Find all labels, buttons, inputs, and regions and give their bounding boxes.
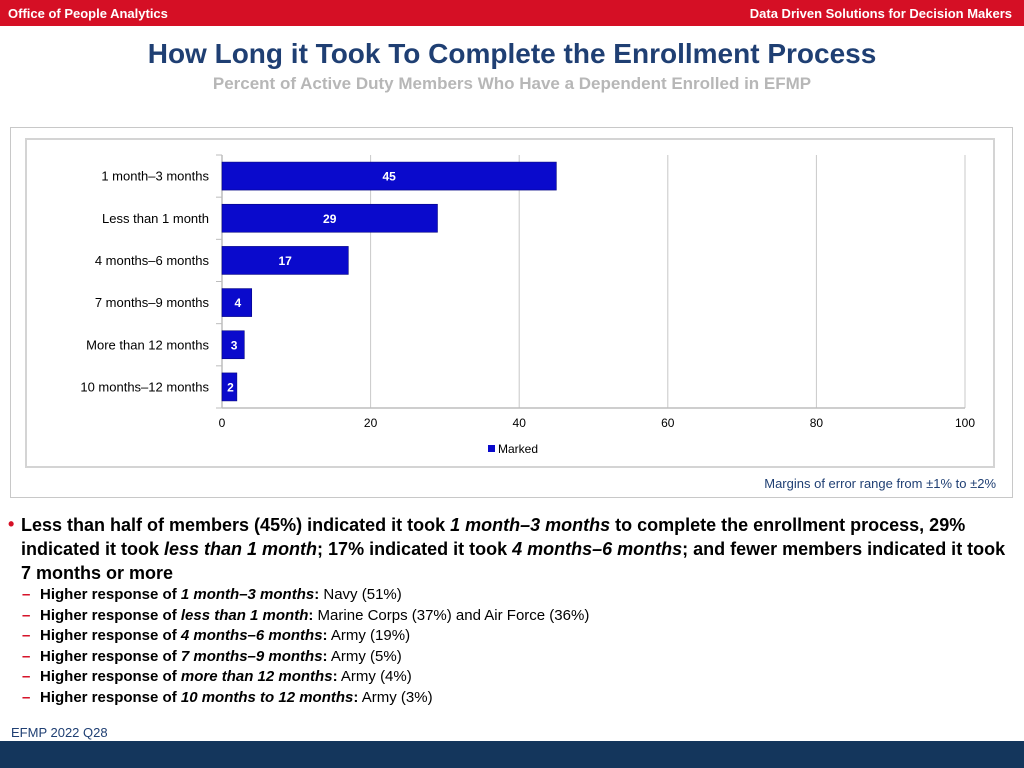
sub-bullet-colon: : <box>314 586 320 603</box>
sub-bullet-item: – Higher response of 1 month–3 months: Na… <box>8 585 1008 606</box>
sub-bullet-dash-icon: – <box>22 627 31 645</box>
sub-bullet-lead: Higher response of <box>40 586 181 603</box>
data-label: 4 <box>235 296 242 310</box>
sub-bullet-detail: Army (4%) <box>337 668 412 686</box>
sub-bullet-category: 7 months–9 months <box>180 647 323 665</box>
category-label: 10 months–12 months <box>80 379 209 394</box>
legend-swatch <box>488 445 495 452</box>
x-tick-label: 0 <box>219 416 226 430</box>
bar-chart: 1 month–3 months 45 Less than 1 month 29 4 m… <box>80 154 975 456</box>
sub-bullet-dash-icon: – <box>22 688 31 706</box>
sub-bullet-lead: Higher response of <box>40 606 181 624</box>
data-label: 45 <box>382 170 396 184</box>
sub-bullet-item: – Higher response of more than 12 months:… <box>8 667 1008 688</box>
sub-bullet-item: – Higher response of 7 months–9 months: A… <box>8 647 1008 668</box>
bar <box>221 161 557 191</box>
x-tick-label: 100 <box>955 416 975 430</box>
sub-bullet-category: less than 1 month <box>180 606 309 624</box>
sub-bullet-dash-icon: – <box>22 606 31 624</box>
chart-subtitle: Percent of Active Duty Members Who Have … <box>212 74 812 93</box>
sub-bullet-detail: Army (3%) <box>358 688 433 706</box>
main-bullet-segment: Less than half of members (45%) indicate… <box>21 515 451 535</box>
main-bullet-segment: ; 17% indicated it took <box>317 539 513 559</box>
sub-bullet-colon: : <box>322 627 328 645</box>
data-label: 17 <box>278 254 292 268</box>
sub-bullet-colon: : <box>308 606 314 624</box>
org-name: Office of People Analytics <box>8 6 168 21</box>
sub-bullet-category: 4 months–6 months <box>180 627 323 645</box>
sub-bullet-detail: Army (5%) <box>327 647 402 665</box>
main-bullet-segment: 4 months–6 months <box>512 539 683 559</box>
bar <box>221 246 349 275</box>
sub-bullet-colon: : <box>353 688 359 706</box>
sub-bullet-lead: Higher response of <box>40 647 181 665</box>
sub-bullet-item: – Higher response of less than 1 month: M… <box>8 606 1008 627</box>
category-label: Less than 1 month <box>102 211 209 226</box>
sub-bullet-colon: : <box>322 647 328 665</box>
margin-of-error-note: Margins of error range from ±1% to ±2% <box>764 476 996 491</box>
bar <box>221 203 438 233</box>
data-label: 29 <box>323 212 337 226</box>
sub-bullet-category: 1 month–3 months <box>180 586 315 603</box>
footer-bar <box>0 741 1024 768</box>
sub-bullet-dash-icon: – <box>22 647 31 665</box>
sub-bullet-item: – Higher response of 10 months to 12 mont… <box>8 688 1008 709</box>
sub-bullet-detail: Marine Corps (37%) and Air Force (36%) <box>313 606 590 624</box>
bar <box>221 330 245 360</box>
sub-bullet-category: 10 months to 12 months <box>180 688 354 706</box>
header-bar: Office of People Analytics Data Driven S… <box>0 0 1024 26</box>
main-bullet-segment: less than 1 month <box>164 539 318 559</box>
sub-bullet-detail: Navy (51%) <box>319 586 402 603</box>
category-label: 1 month–3 months <box>101 169 209 184</box>
x-tick-label: 40 <box>513 416 527 430</box>
bar <box>221 288 253 317</box>
x-tick-label: 60 <box>661 416 675 430</box>
sub-bullet-category: more than 12 months <box>180 668 333 686</box>
sub-bullet-lead: Higher response of <box>40 627 181 645</box>
sub-bullet-colon: : <box>332 668 338 686</box>
summary-bullets: • Less than half of members (45%) indica… <box>8 513 1008 709</box>
data-label: 3 <box>231 338 238 352</box>
sub-bullet-dash-icon: – <box>22 668 31 686</box>
category-label: 4 months–6 months <box>95 253 210 268</box>
chart-plot-frame <box>25 138 995 468</box>
sub-bullet-lead: Higher response of <box>40 668 181 686</box>
sub-bullet-dash-icon: – <box>22 586 31 603</box>
sub-bullet-list: – Higher response of 1 month–3 months: Na… <box>8 585 1008 709</box>
main-bullet: • Less than half of members (45%) indica… <box>8 513 1008 585</box>
legend-label: Marked <box>498 442 538 456</box>
tagline: Data Driven Solutions for Decision Maker… <box>749 6 1012 21</box>
main-bullet-segment: to complete the enrollment process, 29% … <box>21 515 966 559</box>
sub-bullet-item: – Higher response of 4 months–6 months: A… <box>8 626 1008 647</box>
x-tick-label: 20 <box>364 416 378 430</box>
sub-bullet-lead: Higher response of <box>40 688 181 706</box>
bar <box>221 372 238 402</box>
category-label: 7 months–9 months <box>95 295 210 310</box>
data-label: 2 <box>227 380 234 394</box>
category-label: More than 12 months <box>86 337 209 352</box>
main-bullet-segment: 1 month–3 months <box>450 515 611 535</box>
main-bullet-segment: ; and fewer members indicated it took 7 … <box>21 539 1006 583</box>
chart-title: How Long it Took To Complete the Enrollm… <box>147 38 877 69</box>
bullet-dot-icon: • <box>8 514 15 534</box>
sub-bullet-detail: Army (19%) <box>327 627 411 645</box>
x-tick-label: 80 <box>810 416 824 430</box>
source-label: EFMP 2022 Q28 <box>11 725 108 740</box>
main-bullet-text: Less than half of members (45%) indicate… <box>21 515 1005 583</box>
